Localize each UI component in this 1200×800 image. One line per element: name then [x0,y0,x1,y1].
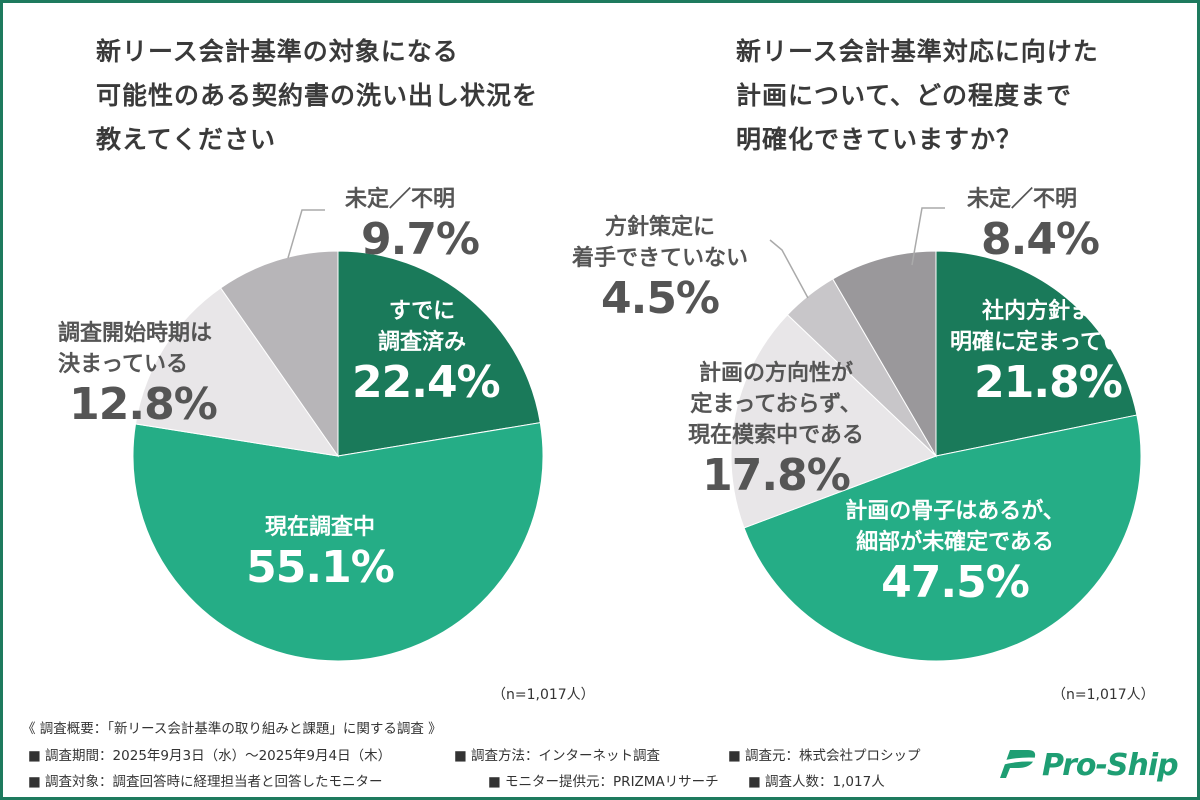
left-pie-slice-2 [134,287,340,457]
right-exploring-label-line-2: 定まっておらず、 [690,392,862,417]
right-not-started-label-line-1: 方針策定に [604,215,715,240]
left-sample-size: （n=1,017人） [492,687,595,703]
left-pie-slice-3 [219,250,339,458]
left-slice-label-undecided: 未定／不明 9.7% [320,184,480,265]
left-scheduled-label-line-1: 調査開始時期は [58,321,213,346]
survey-target: ■ 調査対象：調査回答時に経理担当者と回答したモニター [28,774,383,790]
left-pie-slice-0 [337,250,541,457]
right-not-started-label-line-2: 着手できていない [571,246,748,271]
left-title-line-2: 可能性のある契約書の洗い出し状況を [96,81,539,110]
left-title-line-3: 教えてください [96,125,277,154]
right-exploring-label-line-1: 計画の方向性が [698,361,853,386]
left-done-pct: 22.4% [352,357,501,408]
right-pie-slice-1 [743,414,1142,662]
leader-lines [287,207,945,299]
right-exploring-label-line-3: 現在模索中である [688,423,864,448]
right-pie-slice-0 [935,250,1138,457]
left-undecided-pct: 9.7% [360,214,480,265]
right-defined-pct: 21.8% [974,357,1123,408]
survey-count: ■ 調査人数：1,017人 [748,774,885,790]
right-defined-label-line-1: 社内方針まで [981,299,1114,324]
right-sample-size: （n=1,017人） [1052,687,1155,703]
right-outline-pct: 47.5% [881,557,1030,608]
pro-ship-logo-text: Pro-Ship [1042,748,1179,783]
left-scheduled-pct: 12.8% [69,379,218,430]
right-defined-label-line-2: 明確に定まっている [949,330,1147,355]
pro-ship-logo: Pro-Ship [994,744,1184,788]
right-slice-label-outline: 計画の骨子はあるが、 細部が未確定である 47.5% [830,496,1080,608]
survey-overview-heading: 《 調査概要：「新リース会計基準の取り組みと課題」に関する調査 》 [22,721,442,737]
right-chart-title: 新リース会計基準対応に向けた 計画について、どの程度まで 明確化できていますか？ [736,30,1099,162]
left-scheduled-label-line-2: 決まっている [58,352,189,377]
survey-period: ■ 調査期間：2025年9月3日（水）〜2025年9月4日（木） [28,748,392,764]
left-done-label-line-2: 調査済み [377,330,466,355]
right-slice-label-defined: 社内方針まで 明確に定まっている 21.8% [938,296,1158,408]
left-slice-label-scheduled: 調査開始時期は 決まっている 12.8% [58,318,258,430]
left-pie-chart [132,250,544,662]
left-in-progress-pct: 55.1% [246,542,395,593]
right-title-line-2: 計画について、どの程度まで [736,81,1073,110]
survey-method: ■ 調査方法：インターネット調査 [454,748,661,764]
survey-source: ■ 調査元：株式会社プロシップ [728,748,921,764]
pro-ship-logo-mark-icon [998,750,1040,778]
leader-line-right-undecided [911,207,945,266]
left-slice-label-done: すでに 調査済み 22.4% [352,296,501,408]
right-exploring-pct: 17.8% [702,450,851,501]
left-in-progress-label: 現在調査中 [264,515,375,540]
left-undecided-label: 未定／不明 [344,187,455,212]
right-title-line-1: 新リース会計基準対応に向けた [736,37,1099,66]
survey-provider: ■ モニター提供元：PRIZMAリサーチ [488,774,719,790]
right-title-line-3: 明確化できていますか？ [736,125,1023,154]
right-slice-label-exploring: 計画の方向性が 定まっておらず、 現在模索中である 17.8% [676,358,876,501]
right-pie-slice-2 [730,314,937,529]
right-pie-slice-4 [832,250,937,458]
left-title-line-1: 新リース会計基準の対象になる [96,37,459,66]
left-done-label-line-1: すでに [388,299,456,324]
leader-line-left-undecided [287,209,325,259]
right-not-started-pct: 4.5% [600,273,720,324]
leader-line-right-not-started [769,239,809,299]
left-pie-slice-1 [132,422,544,662]
right-outline-label-line-1: 計画の骨子はあるが、 [845,499,1065,524]
right-slice-label-undecided: 未定／不明 8.4% [942,184,1102,265]
left-chart-title: 新リース会計基準の対象になる 可能性のある契約書の洗い出し状況を 教えてください [96,30,538,162]
right-slice-label-not-started: 方針策定に 着手できていない 4.5% [560,212,760,324]
right-undecided-label: 未定／不明 [966,187,1077,212]
left-slice-label-in-progress: 現在調査中 55.1% [240,512,400,593]
right-undecided-pct: 8.4% [980,214,1100,265]
right-pie-chart [730,250,1142,662]
right-outline-label-line-2: 細部が未確定である [856,530,1054,555]
